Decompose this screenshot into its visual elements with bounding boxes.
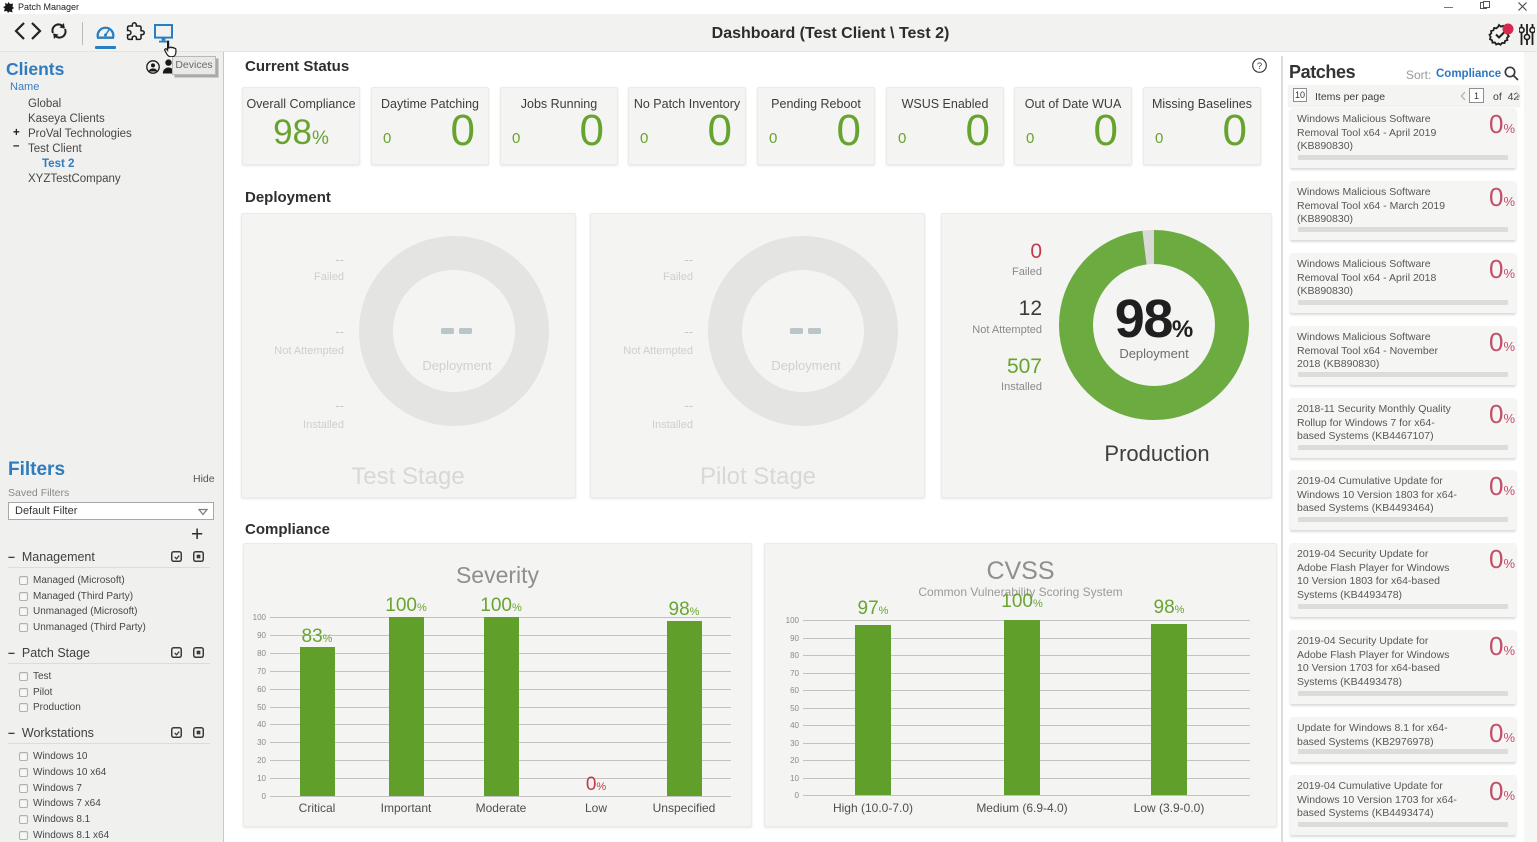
svg-text:?: ?: [1257, 61, 1262, 72]
